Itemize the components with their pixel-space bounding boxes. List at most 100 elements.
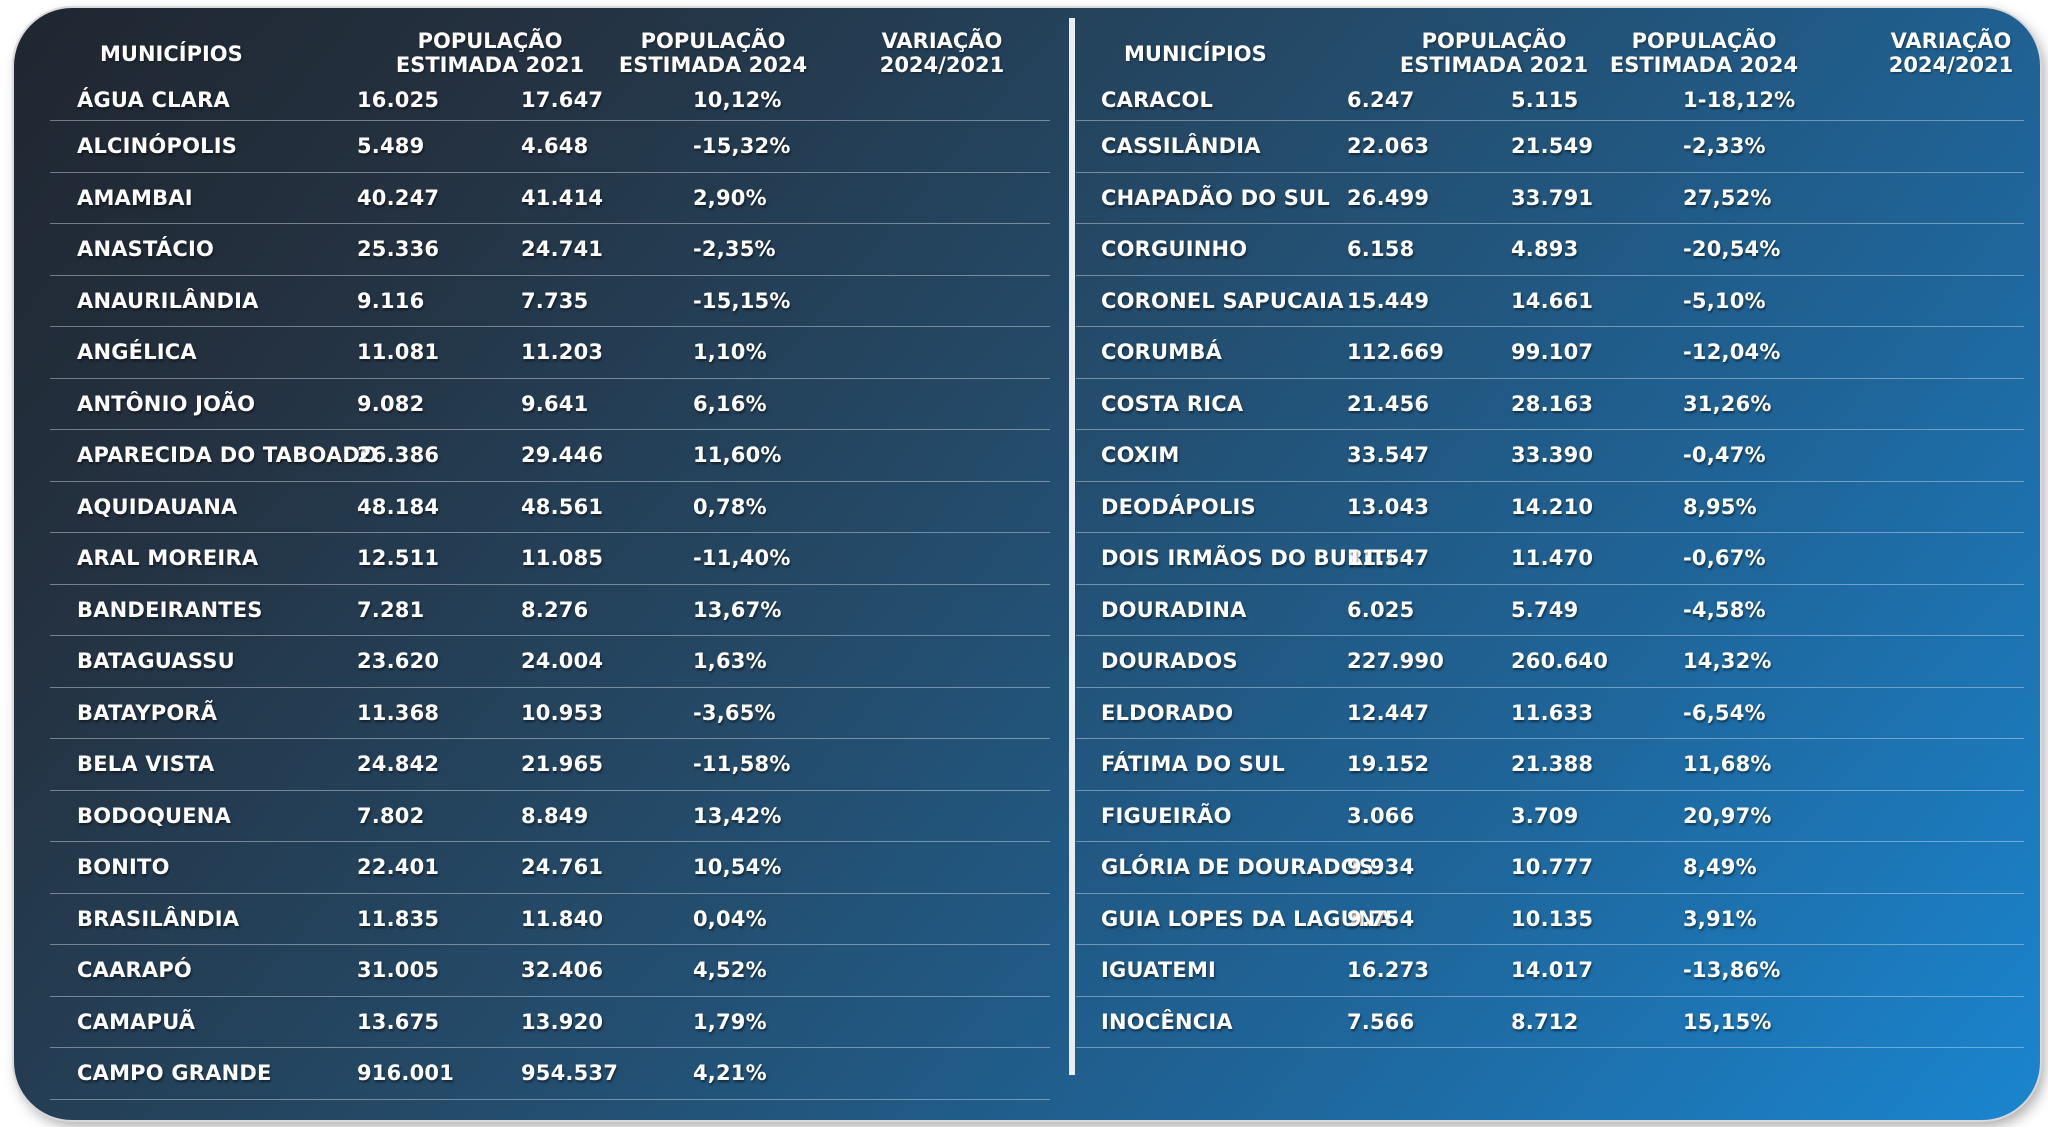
variacao-cell: 10,54% xyxy=(693,855,782,880)
pop-2021-cell: 9.116 xyxy=(357,288,425,313)
municipio-cell: CASSILÂNDIA xyxy=(1101,134,1261,159)
variacao-cell: 13,42% xyxy=(693,803,782,828)
pop-2021-cell: 7.566 xyxy=(1347,1009,1415,1034)
pop-2021-cell: 22.063 xyxy=(1347,134,1430,159)
variacao-cell: 10,12% xyxy=(693,88,782,112)
pop-2021-cell: 227.990 xyxy=(1347,649,1445,674)
municipio-cell: BRASILÂNDIA xyxy=(77,906,240,931)
variacao-cell: 4,52% xyxy=(693,958,767,983)
pop-2021-cell: 11.835 xyxy=(357,906,440,931)
municipio-cell: CAARAPÓ xyxy=(77,958,192,983)
left-table-header: MUNICÍPIOS POPULAÇÃO ESTIMADA 2021 POPUL… xyxy=(50,22,1050,82)
header-variacao: VARIAÇÃO 2024/2021 xyxy=(867,29,1017,77)
variacao-cell: 8,95% xyxy=(1683,494,1757,519)
pop-2021-cell: 9.754 xyxy=(1347,906,1415,931)
table-row: DEODÁPOLIS 13.043 14.210 8,95% xyxy=(1076,482,2024,533)
pop-2024-cell: 4.893 xyxy=(1511,237,1579,262)
variacao-cell: -12,04% xyxy=(1683,340,1781,365)
municipio-cell: ARAL MOREIRA xyxy=(77,546,259,571)
municipio-cell: ELDORADO xyxy=(1101,700,1234,725)
table-row: AMAMBAI 40.247 41.414 2,90% xyxy=(50,173,1050,224)
table-row: FÁTIMA DO SUL 19.152 21.388 11,68% xyxy=(1076,739,2024,791)
pop-2021-cell: 23.620 xyxy=(357,649,440,674)
pop-2021-cell: 6.247 xyxy=(1347,88,1415,112)
table-row: DOIS IRMÃOS DO BURITI 11.547 11.470 -0,67% xyxy=(1076,533,2024,585)
variacao-cell: -13,86% xyxy=(1683,958,1781,983)
variacao-cell: 4,21% xyxy=(693,1061,767,1086)
pop-2021-cell: 16.273 xyxy=(1347,958,1430,983)
pop-2024-cell: 99.107 xyxy=(1511,340,1594,365)
header-pop-2021-line2: ESTIMADA 2021 xyxy=(1399,53,1589,77)
pop-2021-cell: 25.336 xyxy=(357,237,440,262)
table-row: ELDORADO 12.447 11.633 -6,54% xyxy=(1076,688,2024,739)
variacao-cell: -11,58% xyxy=(693,752,791,777)
pop-2021-cell: 12.447 xyxy=(1347,700,1430,725)
municipio-cell: BANDEIRANTES xyxy=(77,597,263,622)
variacao-cell: 1,79% xyxy=(693,1009,767,1034)
municipio-cell: DOIS IRMÃOS DO BURITI xyxy=(1101,546,1394,571)
pop-2021-cell: 26.499 xyxy=(1347,185,1430,210)
pop-2024-cell: 8.849 xyxy=(521,803,589,828)
pop-2024-cell: 11.633 xyxy=(1511,700,1594,725)
municipio-cell: CORONEL SAPUCAIA xyxy=(1101,288,1344,313)
pop-2021-cell: 112.669 xyxy=(1347,340,1445,365)
pop-2021-cell: 11.547 xyxy=(1347,546,1430,571)
variacao-cell: -15,32% xyxy=(693,134,791,159)
table-row: DOURADOS 227.990 260.640 14,32% xyxy=(1076,636,2024,688)
right-table-body: CARACOL 6.247 5.115 1-18,12% CASSILÂNDIA 22.0… xyxy=(1076,80,2024,1048)
pop-2024-cell: 33.390 xyxy=(1511,443,1594,468)
municipio-cell: CORGUINHO xyxy=(1101,237,1248,262)
table-row: BATAYPORÃ 11.368 10.953 -3,65% xyxy=(50,688,1050,739)
pop-2021-cell: 916.001 xyxy=(357,1061,455,1086)
header-pop-2021-line1: POPULAÇÃO xyxy=(1421,29,1567,53)
table-row: FIGUEIRÃO 3.066 3.709 20,97% xyxy=(1076,791,2024,842)
header-municipios: MUNICÍPIOS xyxy=(1124,42,1267,66)
header-municipios: MUNICÍPIOS xyxy=(100,42,243,66)
municipio-cell: BATAYPORÃ xyxy=(77,700,218,725)
variacao-cell: -0,67% xyxy=(1683,546,1766,571)
municipio-cell: COXIM xyxy=(1101,443,1180,468)
left-table-body: ÁGUA CLARA 16.025 17.647 10,12% ALCINÓPOLIS 5… xyxy=(50,80,1050,1100)
table-row: ALCINÓPOLIS 5.489 4.648 -15,32% xyxy=(50,121,1050,173)
pop-2021-cell: 9.934 xyxy=(1347,855,1415,880)
header-variacao-line1: VARIAÇÃO xyxy=(1890,29,2012,53)
header-variacao: VARIAÇÃO 2024/2021 xyxy=(1876,29,2026,77)
pop-2024-cell: 11.203 xyxy=(521,340,604,365)
pop-2021-cell: 6.025 xyxy=(1347,597,1415,622)
header-pop-2024-line1: POPULAÇÃO xyxy=(1631,29,1777,53)
municipio-cell: BATAGUASSU xyxy=(77,649,235,674)
pop-2024-cell: 5.115 xyxy=(1511,88,1579,112)
variacao-cell: 0,78% xyxy=(693,494,767,519)
variacao-cell: 8,49% xyxy=(1683,855,1757,880)
pop-2021-cell: 6.158 xyxy=(1347,237,1415,262)
pop-2024-cell: 9.641 xyxy=(521,391,589,416)
population-table-card: MUNICÍPIOS POPULAÇÃO ESTIMADA 2021 POPUL… xyxy=(14,8,2040,1120)
pop-2024-cell: 24.761 xyxy=(521,855,604,880)
municipio-cell: ANGÉLICA xyxy=(77,340,197,365)
pop-2021-cell: 13.675 xyxy=(357,1009,440,1034)
table-row: COSTA RICA 21.456 28.163 31,26% xyxy=(1076,379,2024,430)
pop-2024-cell: 10.135 xyxy=(1511,906,1594,931)
pop-2024-cell: 21.388 xyxy=(1511,752,1594,777)
pop-2024-cell: 10.777 xyxy=(1511,855,1594,880)
variacao-cell: 1,63% xyxy=(693,649,767,674)
municipio-cell: BONITO xyxy=(77,855,170,880)
table-row: ANTÔNIO JOÃO 9.082 9.641 6,16% xyxy=(50,379,1050,430)
municipio-cell: DOURADOS xyxy=(1101,649,1238,674)
table-row: BELA VISTA 24.842 21.965 -11,58% xyxy=(50,739,1050,791)
table-row: CASSILÂNDIA 22.063 21.549 -2,33% xyxy=(1076,121,2024,173)
pop-2024-cell: 14.017 xyxy=(1511,958,1594,983)
municipio-cell: FIGUEIRÃO xyxy=(1101,803,1232,828)
municipio-cell: ÁGUA CLARA xyxy=(77,88,230,112)
pop-2024-cell: 14.661 xyxy=(1511,288,1594,313)
table-row: APARECIDA DO TABOADO 26.386 29.446 11,60% xyxy=(50,430,1050,482)
pop-2024-cell: 29.446 xyxy=(521,443,604,468)
pop-2021-cell: 7.802 xyxy=(357,803,425,828)
header-pop-2024-line1: POPULAÇÃO xyxy=(640,29,786,53)
table-row: IGUATEMI 16.273 14.017 -13,86% xyxy=(1076,945,2024,997)
municipio-cell: GUIA LOPES DA LAGUNA xyxy=(1101,906,1393,931)
pop-2024-cell: 24.741 xyxy=(521,237,604,262)
municipio-cell: ALCINÓPOLIS xyxy=(77,134,238,159)
variacao-cell: 3,91% xyxy=(1683,906,1757,931)
pop-2021-cell: 11.081 xyxy=(357,340,440,365)
